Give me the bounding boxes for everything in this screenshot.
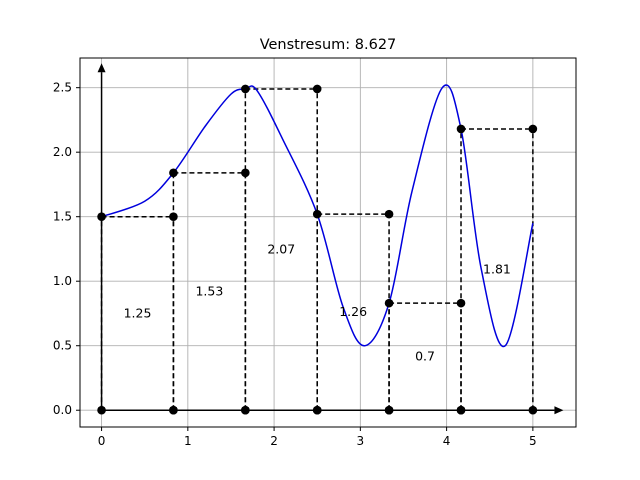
rectangle-left-point	[169, 168, 178, 178]
chart-title: Venstresum: 8.627	[260, 37, 397, 53]
y-axis-arrow	[97, 63, 106, 73]
rectangle-left-point	[97, 212, 106, 221]
rectangle-right-point	[169, 212, 178, 221]
rectangle-area-label: 1.81	[483, 262, 511, 277]
y-tick-label: 1.0	[53, 274, 72, 288]
rectangle-left-point	[384, 298, 394, 308]
axis-arrows	[97, 63, 564, 415]
x-tick-label: 3	[357, 434, 365, 448]
rectangle-area-label: 2.07	[267, 242, 295, 257]
riemann-rectangles	[100, 88, 534, 411]
curve-layer	[101, 84, 534, 348]
grid-lines	[80, 58, 576, 427]
plot-frame	[79, 57, 577, 428]
y-tick-label: 0.5	[53, 339, 72, 353]
y-tick-label: 0.0	[53, 403, 72, 417]
baseline-point	[241, 405, 250, 415]
axis-ticks: 0 1 2 3 4 5 0.0 0.5 1.0 1.5 2.0 2.5	[53, 81, 537, 448]
x-tick-label: 0	[98, 434, 106, 448]
x-tick-label: 4	[443, 434, 451, 448]
rectangle-area-label: 1.53	[195, 284, 223, 299]
rectangle-right-point	[384, 209, 394, 219]
rectangle-left-point	[241, 84, 250, 94]
baseline-point	[384, 405, 394, 415]
rectangle-area-labels: 1.25 1.53 2.07 1.26 0.7 1.81	[124, 242, 511, 364]
y-tick-label: 2.0	[53, 145, 72, 159]
rectangle-right-point	[528, 124, 538, 134]
x-tick-label: 1	[184, 434, 192, 448]
x-tick-label: 2	[270, 434, 278, 448]
rectangle-right-point	[312, 84, 322, 94]
rectangle-area-label: 1.25	[124, 305, 152, 320]
x-axis-arrow	[554, 406, 564, 415]
function-curve	[101, 84, 534, 348]
baseline-point	[169, 405, 178, 415]
rectangle-left-point	[312, 209, 322, 219]
baseline-point	[312, 405, 322, 415]
rectangle-right-point	[241, 168, 250, 178]
y-tick-label: 1.5	[53, 210, 72, 224]
rectangle-right-point	[456, 298, 466, 308]
rectangle-area-label: 1.26	[339, 304, 367, 319]
rectangle-corner-points	[97, 84, 538, 415]
baseline-point	[97, 405, 106, 415]
x-tick-label: 5	[529, 434, 537, 448]
baseline-point	[456, 405, 466, 415]
rectangle-left-point	[456, 124, 466, 134]
y-tick-label: 2.5	[53, 81, 72, 95]
rectangle-area-label: 0.7	[415, 349, 435, 364]
baseline-point	[528, 405, 538, 415]
